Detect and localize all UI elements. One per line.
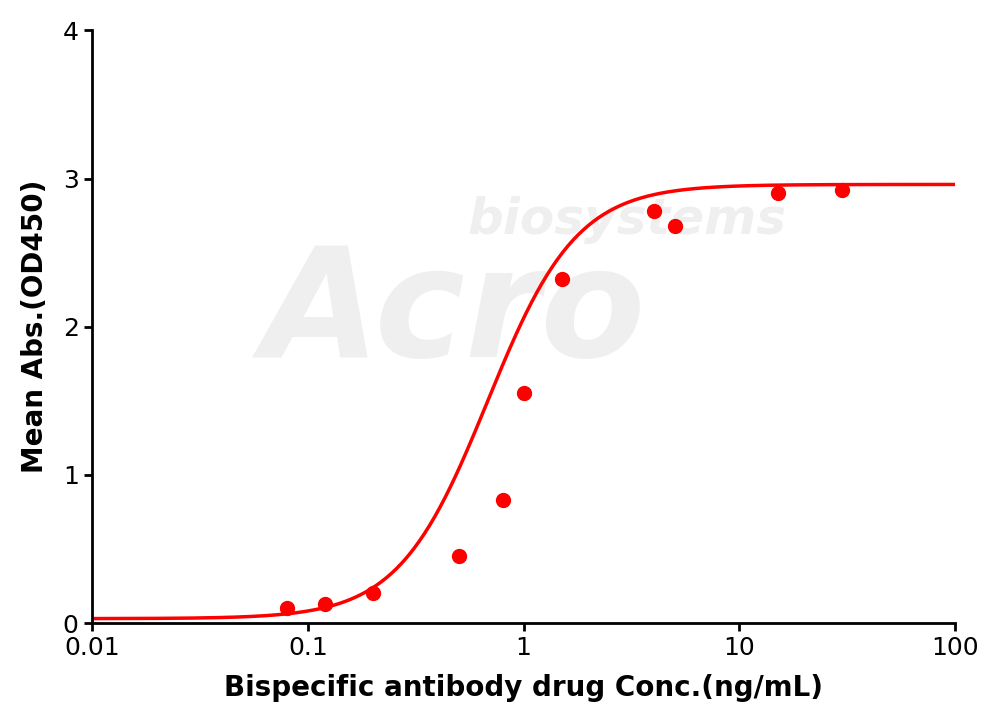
Point	[365, 588, 381, 599]
X-axis label: Bispecific antibody drug Conc.(ng/mL): Bispecific antibody drug Conc.(ng/mL)	[224, 674, 823, 702]
Point	[667, 221, 683, 232]
Point	[646, 205, 662, 217]
Y-axis label: Mean Abs.(OD450): Mean Abs.(OD450)	[21, 180, 49, 474]
Point	[495, 495, 511, 506]
Point	[770, 187, 786, 199]
Point	[451, 551, 467, 562]
Text: Acro: Acro	[262, 240, 647, 390]
Point	[317, 598, 333, 609]
Point	[516, 388, 532, 399]
Point	[554, 273, 570, 285]
Point	[834, 184, 850, 196]
Text: biosystems: biosystems	[468, 196, 787, 244]
Point	[279, 602, 295, 614]
